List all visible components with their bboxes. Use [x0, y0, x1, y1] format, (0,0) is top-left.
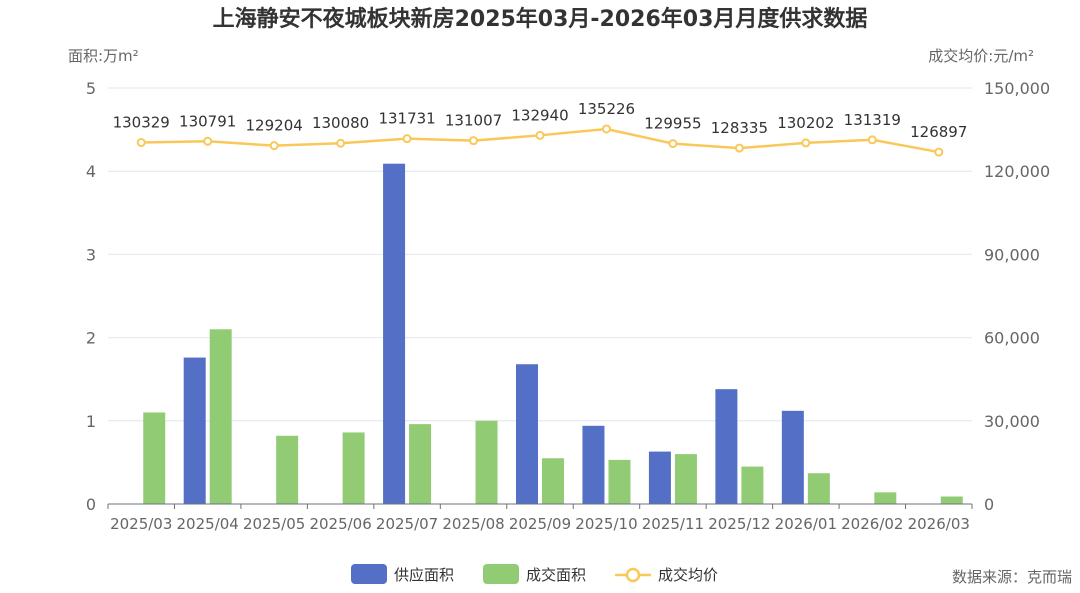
bars — [143, 163, 963, 504]
bar-deal — [940, 496, 963, 504]
price-data-label: 126897 — [910, 123, 967, 141]
x-tick-label: 2025/09 — [509, 515, 571, 533]
legend-label: 成交均价 — [658, 566, 718, 584]
bar-deal — [741, 466, 764, 504]
bar-deal — [342, 432, 365, 504]
bar-deal — [674, 454, 697, 504]
chart-title: 上海静安不夜城板块新房2025年03月-2026年03月月度供求数据 — [213, 6, 868, 32]
bar-deal — [608, 459, 631, 504]
x-tick-label: 2026/02 — [841, 515, 903, 533]
price-data-label: 135226 — [578, 100, 635, 118]
price-point — [734, 143, 744, 153]
legend-label: 成交面积 — [526, 566, 586, 584]
x-tick-label: 2025/06 — [309, 515, 371, 533]
price-point — [535, 130, 545, 140]
price-data-label: 131731 — [378, 110, 435, 128]
price-data-label: 129955 — [644, 115, 701, 133]
price-point — [203, 136, 213, 146]
y-right-tick-label: 90,000 — [984, 245, 1040, 264]
bar-deal — [209, 329, 232, 504]
y-left-tick-label: 2 — [86, 329, 96, 348]
y-left-tick-label: 3 — [86, 245, 96, 264]
price-point — [934, 147, 944, 157]
axes: 0 0 1 30,000 2 60,000 3 90,000 4 120,000 5 150,000 2… — [86, 79, 1050, 533]
bar-supply — [383, 163, 406, 504]
y-right-tick-label: 120,000 — [984, 162, 1050, 181]
bar-deal — [143, 412, 166, 504]
bar-deal — [542, 458, 564, 504]
y-left-tick-label: 5 — [86, 79, 96, 98]
price-data-label: 132940 — [511, 106, 568, 124]
x-tick-label: 2026/01 — [775, 515, 837, 533]
x-tick-label: 2025/03 — [110, 515, 172, 533]
y-right-tick-label: 30,000 — [984, 412, 1040, 431]
y-left-tick-label: 1 — [86, 412, 96, 431]
y-right-tick-label: 60,000 — [984, 329, 1040, 348]
price-data-label: 130202 — [777, 114, 834, 132]
price-data-label: 130080 — [312, 114, 369, 132]
grid — [108, 87, 972, 422]
bar-supply — [648, 451, 671, 504]
price-data-label: 131007 — [445, 112, 502, 130]
legend-label: 供应面积 — [394, 566, 454, 584]
price-point — [402, 134, 412, 144]
price-data-label: 129204 — [246, 117, 303, 135]
bar-deal — [276, 435, 299, 504]
price-data-label: 130791 — [179, 112, 236, 130]
price-point — [136, 138, 146, 148]
price-point — [336, 138, 346, 148]
bar-supply — [582, 425, 605, 504]
price-point — [601, 124, 611, 134]
y-left-tick-label: 0 — [86, 495, 96, 514]
bar-supply — [715, 389, 738, 504]
legend-line-marker — [625, 567, 641, 583]
bar-deal — [874, 492, 897, 504]
y-axis-left-label: 面积:万m² — [68, 47, 139, 65]
x-tick-label: 2025/07 — [376, 515, 438, 533]
y-axis-right-label: 成交均价:元/m² — [928, 47, 1034, 65]
y-right-tick-label: 150,000 — [984, 79, 1050, 98]
bar-supply — [516, 364, 538, 504]
x-tick-label: 2026/03 — [908, 515, 970, 533]
price-line: 130329 130791 129204 130080 131731 131007 1329… — [113, 100, 967, 157]
price-data-label: 128335 — [711, 119, 768, 137]
price-point — [801, 138, 811, 148]
x-tick-label: 2025/12 — [708, 515, 770, 533]
legend-swatch — [483, 564, 519, 584]
x-tick-label: 2025/11 — [642, 515, 704, 533]
bar-deal — [475, 420, 498, 504]
price-data-label: 130329 — [113, 114, 170, 132]
x-tick-label: 2025/10 — [575, 515, 637, 533]
bar-deal — [409, 424, 432, 504]
bar-supply — [183, 357, 206, 504]
bar-deal — [807, 473, 830, 504]
x-tick-label: 2025/05 — [243, 515, 305, 533]
price-point — [469, 136, 479, 146]
bar-supply — [781, 410, 804, 504]
price-data-label: 131319 — [844, 111, 901, 129]
price-point — [668, 139, 678, 149]
legend: 供应面积 成交面积 成交均价 — [351, 564, 718, 584]
price-point — [867, 135, 877, 145]
source-note: 数据来源：克而瑞 — [952, 568, 1072, 586]
legend-swatch — [351, 564, 387, 584]
y-left-tick-label: 4 — [86, 162, 96, 181]
x-tick-label: 2025/08 — [442, 515, 504, 533]
price-point — [269, 141, 279, 151]
x-tick-label: 2025/04 — [177, 515, 239, 533]
y-right-tick-label: 0 — [984, 495, 994, 514]
